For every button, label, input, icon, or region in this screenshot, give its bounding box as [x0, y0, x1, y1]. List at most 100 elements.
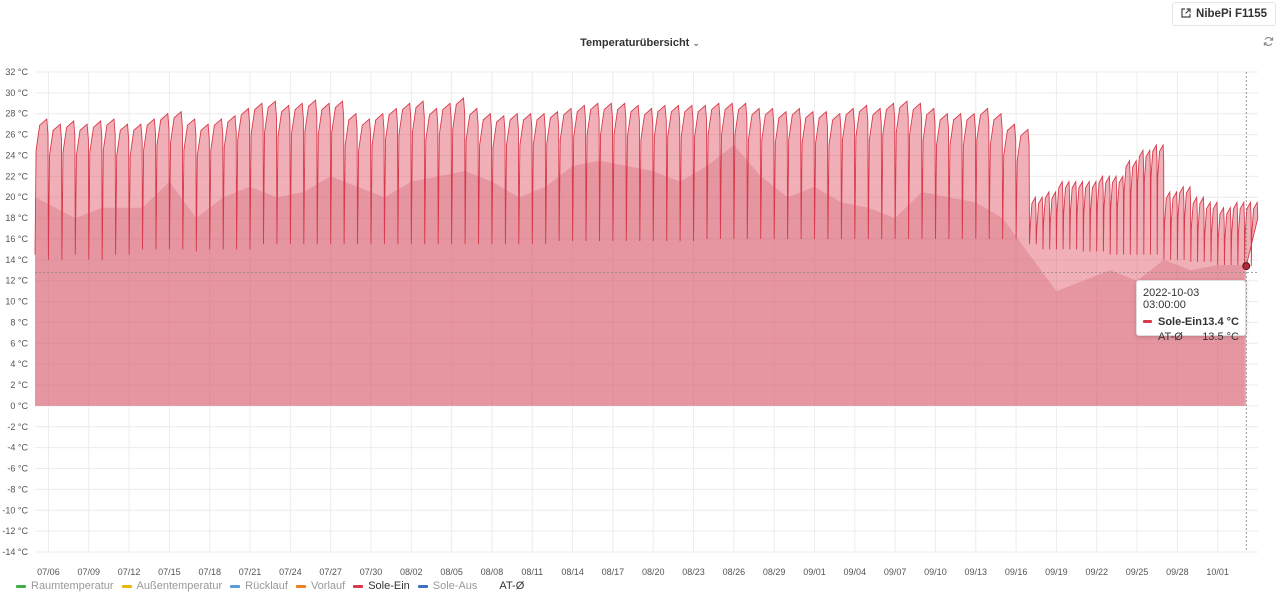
tooltip-value-at: 13.5 °C: [1202, 330, 1239, 343]
tooltip-swatch-at: [1143, 335, 1152, 338]
x-tick-label: 09/16: [1005, 567, 1028, 577]
tooltip-row-sole-ein: Sole-Ein 13.4 °C: [1143, 314, 1239, 329]
legend-label: Rücklauf: [245, 580, 288, 592]
y-axis: 32 °C 30 °C 28 °C 26 °C 24 °C 22 °C 20 °C 18 °C…: [2, 67, 28, 557]
legend-item-raumtemperatur[interactable]: Raumtemperatur: [16, 580, 114, 592]
tooltip-name-sole-ein: Sole-Ein: [1158, 315, 1203, 328]
y-tick-label: 30 °C: [5, 88, 28, 98]
legend-label: Vorlauf: [310, 580, 346, 592]
y-tick-label: 28 °C: [5, 109, 28, 119]
y-tick-label: 14 °C: [5, 255, 28, 265]
x-tick-label: 07/21: [239, 567, 262, 577]
y-tick-label: 18 °C: [5, 213, 28, 223]
y-tick-label: 32 °C: [5, 67, 28, 77]
legend: Raumtemperatur Außentemperatur Rücklauf …: [16, 580, 524, 592]
legend-swatch: [230, 584, 241, 588]
tooltip-value-sole-ein: 13.4 °C: [1202, 315, 1239, 328]
y-tick-label: -6 °C: [7, 464, 28, 474]
tooltip-row-at: AT-Ø 13.5 °C: [1143, 329, 1239, 344]
y-tick-label: -4 °C: [7, 443, 28, 453]
chevron-down-icon[interactable]: ⌄: [692, 38, 700, 48]
legend-swatch: [353, 584, 364, 588]
y-tick-label: -8 °C: [7, 484, 28, 494]
x-tick-label: 08/20: [642, 567, 665, 577]
x-tick-label: 07/30: [360, 567, 383, 577]
series-layer: [34, 97, 1259, 406]
x-tick-label: 08/17: [602, 567, 625, 577]
legend-swatch: [16, 584, 26, 588]
series-sole-ein-area: [35, 98, 1258, 406]
x-tick-label: 07/24: [279, 567, 302, 577]
legend-label: Sole-Ein: [368, 580, 410, 592]
x-tick-label: 09/07: [884, 567, 907, 577]
tooltip-swatch-sole-ein: [1143, 320, 1152, 323]
y-tick-label: 2 °C: [10, 380, 28, 390]
x-tick-label: 09/25: [1126, 567, 1149, 577]
x-tick-label: 08/05: [440, 567, 463, 577]
y-tick-label: 20 °C: [5, 192, 28, 202]
x-axis: 07/06 07/09 07/12 07/15 07/18 07/21 07/24 07/27…: [37, 567, 1229, 577]
y-tick-label: 10 °C: [5, 297, 28, 307]
y-tick-label: 26 °C: [5, 130, 28, 140]
legend-swatch: [295, 584, 306, 588]
x-tick-label: 07/15: [158, 567, 181, 577]
x-tick-label: 09/19: [1045, 567, 1068, 577]
x-tick-label: 07/06: [37, 567, 60, 577]
chart-title: Temperaturübersicht: [580, 37, 690, 49]
legend-item-sole-aus[interactable]: Sole-Aus: [417, 580, 478, 592]
y-tick-label: -2 °C: [7, 422, 28, 432]
y-tick-label: 8 °C: [10, 317, 28, 327]
x-tick-label: 09/13: [965, 567, 988, 577]
series-at-area: [35, 145, 1245, 406]
y-tick-label: 24 °C: [5, 150, 28, 160]
tooltip-name-at: AT-Ø: [1158, 330, 1183, 343]
external-link-icon: [1181, 7, 1191, 21]
x-tick-label: 08/29: [763, 567, 786, 577]
chart-title-wrap[interactable]: Temperaturübersicht ⌄: [0, 37, 1280, 49]
legend-item-ruecklauf[interactable]: Rücklauf: [230, 580, 288, 592]
legend-label: Außentemperatur: [136, 580, 223, 592]
x-tick-label: 09/10: [924, 567, 947, 577]
legend-item-at[interactable]: AT-Ø: [499, 580, 524, 592]
hover-point: [1242, 262, 1251, 271]
y-tick-label: -12 °C: [2, 526, 28, 536]
y-tick-label: -10 °C: [2, 505, 28, 515]
x-tick-label: 07/27: [319, 567, 342, 577]
overlay-layer: [35, 72, 1258, 552]
x-tick-label: 07/12: [118, 567, 141, 577]
legend-item-sole-ein[interactable]: Sole-Ein: [353, 580, 410, 592]
x-tick-label: 08/11: [521, 567, 543, 577]
tooltip: 2022-10-03 03:00:00 Sole-Ein 13.4 °C AT-…: [1136, 280, 1246, 343]
legend-swatch: [121, 584, 132, 588]
tooltip-time: 2022-10-03 03:00:00: [1143, 287, 1200, 311]
y-tick-label: 0 °C: [10, 401, 28, 411]
y-tick-label: -14 °C: [2, 547, 28, 557]
x-tick-label: 08/23: [682, 567, 705, 577]
nibepi-link-button[interactable]: NibePi F1155: [1172, 2, 1276, 26]
x-tick-label: 09/28: [1166, 567, 1189, 577]
x-tick-label: 09/22: [1085, 567, 1108, 577]
x-tick-label: 09/01: [803, 567, 826, 577]
nibepi-link-label: NibePi F1155: [1196, 8, 1267, 20]
x-tick-label: 10/01: [1206, 567, 1229, 577]
y-tick-label: 16 °C: [5, 234, 28, 244]
y-tick-label: 4 °C: [10, 359, 28, 369]
x-tick-label: 08/26: [723, 567, 746, 577]
legend-label: Raumtemperatur: [31, 580, 114, 592]
x-tick-label: 09/04: [844, 567, 867, 577]
legend-item-vorlauf[interactable]: Vorlauf: [295, 580, 346, 592]
x-tick-label: 08/14: [561, 567, 584, 577]
legend-label: AT-Ø: [499, 580, 525, 592]
x-tick-label: 08/08: [481, 567, 504, 577]
x-tick-label: 08/02: [400, 567, 423, 577]
y-tick-label: 6 °C: [10, 338, 28, 348]
x-tick-label: 07/18: [198, 567, 221, 577]
y-tick-label: 22 °C: [5, 171, 28, 181]
y-tick-label: 12 °C: [5, 276, 28, 286]
series-sole-ein-line: [34, 97, 1259, 267]
legend-item-aussentemperatur[interactable]: Außentemperatur: [121, 580, 223, 592]
refresh-icon[interactable]: [1263, 36, 1274, 50]
legend-label: Sole-Aus: [432, 580, 478, 592]
legend-swatch: [417, 584, 428, 588]
